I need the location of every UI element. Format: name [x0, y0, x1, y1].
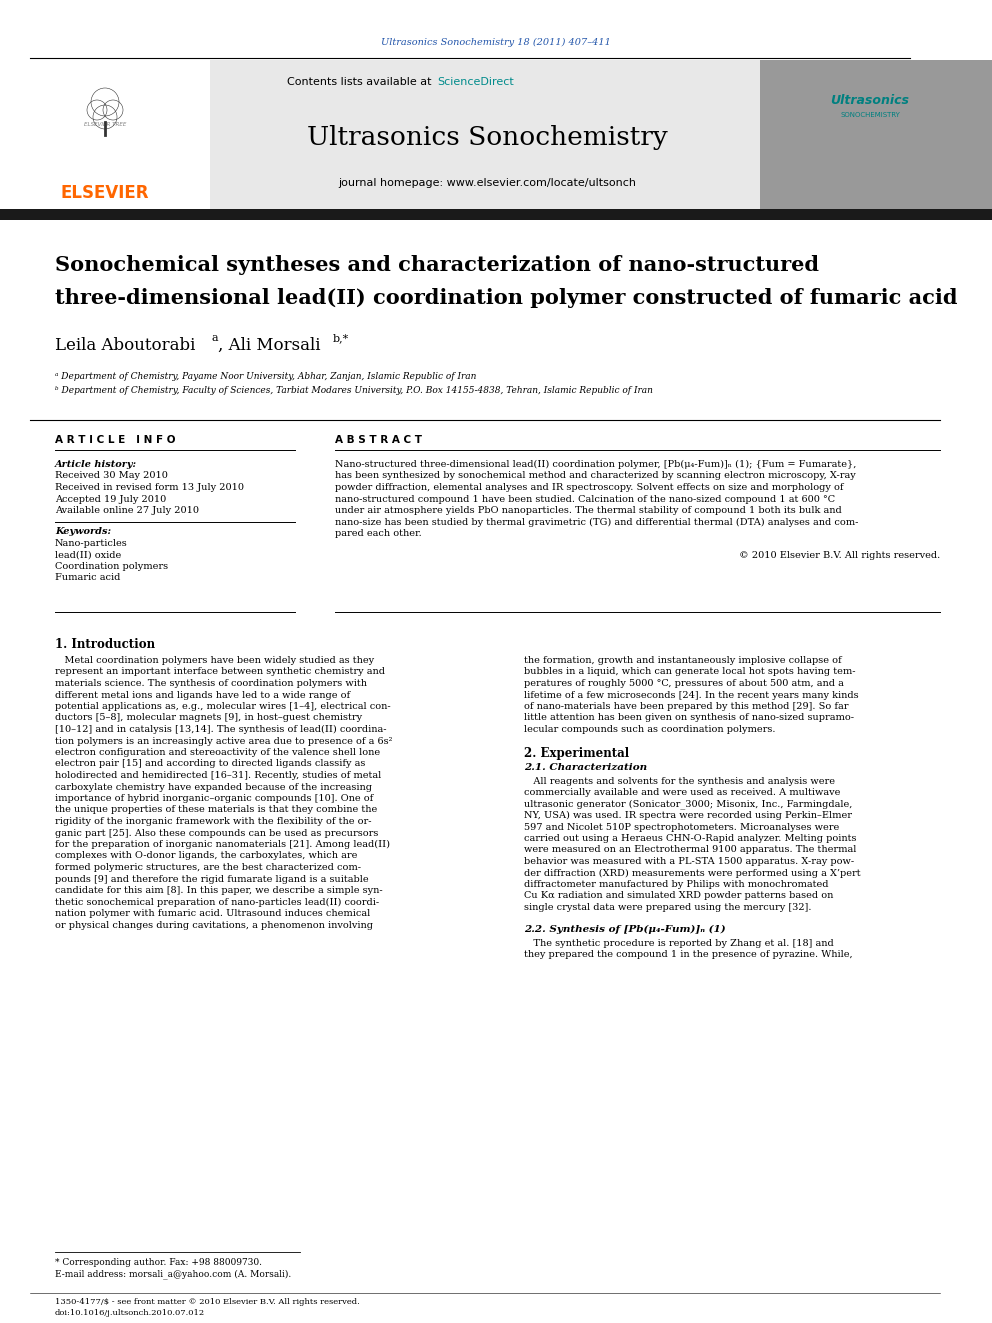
Text: NY, USA) was used. IR spectra were recorded using Perkin–Elmer: NY, USA) was used. IR spectra were recor…	[524, 811, 852, 820]
Text: Received in revised form 13 July 2010: Received in revised form 13 July 2010	[55, 483, 244, 492]
Text: Ultrasonics Sonochemistry 18 (2011) 407–411: Ultrasonics Sonochemistry 18 (2011) 407–…	[381, 37, 611, 46]
Text: Keywords:: Keywords:	[55, 528, 111, 537]
Text: ELSEVIER: ELSEVIER	[61, 184, 149, 202]
Text: Sonochemical syntheses and characterization of nano-structured: Sonochemical syntheses and characterizat…	[55, 255, 819, 275]
Text: nano-size has been studied by thermal gravimetric (TG) and differential thermal : nano-size has been studied by thermal gr…	[335, 517, 858, 527]
Text: ELSEVIER TREE: ELSEVIER TREE	[83, 123, 126, 127]
Text: pounds [9] and therefore the rigid fumarate ligand is a suitable: pounds [9] and therefore the rigid fumar…	[55, 875, 369, 884]
Text: complexes with O-donor ligands, the carboxylates, which are: complexes with O-donor ligands, the carb…	[55, 852, 357, 860]
Text: Received 30 May 2010: Received 30 May 2010	[55, 471, 168, 480]
Text: or physical changes during cavitations, a phenomenon involving: or physical changes during cavitations, …	[55, 921, 373, 930]
Text: ᵇ Department of Chemistry, Faculty of Sciences, Tarbiat Modares University, P.O.: ᵇ Department of Chemistry, Faculty of Sc…	[55, 386, 653, 396]
Bar	[210, 60, 760, 210]
Text: materials science. The synthesis of coordination polymers with: materials science. The synthesis of coor…	[55, 679, 367, 688]
Text: Ultrasonics Sonochemistry: Ultrasonics Sonochemistry	[307, 126, 668, 151]
Text: lifetime of a few microseconds [24]. In the recent years many kinds: lifetime of a few microseconds [24]. In …	[524, 691, 859, 700]
Text: formed polymeric structures, are the best characterized com-: formed polymeric structures, are the bes…	[55, 863, 361, 872]
Text: candidate for this aim [8]. In this paper, we describe a simple syn-: candidate for this aim [8]. In this pape…	[55, 886, 383, 894]
Text: Fumaric acid: Fumaric acid	[55, 573, 120, 582]
Text: SONOCHEMISTRY: SONOCHEMISTRY	[840, 112, 900, 118]
Text: der diffraction (XRD) measurements were performed using a X’pert: der diffraction (XRD) measurements were …	[524, 868, 861, 877]
Text: 2.1. Characterization: 2.1. Characterization	[524, 762, 647, 771]
Text: Contents lists available at: Contents lists available at	[287, 77, 435, 87]
Text: 1. Introduction: 1. Introduction	[55, 638, 155, 651]
Text: * Corresponding author. Fax: +98 88009730.: * Corresponding author. Fax: +98 8800973…	[55, 1258, 262, 1267]
Text: holodirected and hemidirected [16–31]. Recently, studies of metal: holodirected and hemidirected [16–31]. R…	[55, 771, 381, 781]
Text: ultrasonic generator (Sonicator_3000; Misonix, Inc., Farmingdale,: ultrasonic generator (Sonicator_3000; Mi…	[524, 799, 852, 810]
Text: Nano-particles: Nano-particles	[55, 538, 128, 548]
Text: ganic part [25]. Also these compounds can be used as precursors: ganic part [25]. Also these compounds ca…	[55, 828, 378, 837]
Text: carboxylate chemistry have expanded because of the increasing: carboxylate chemistry have expanded beca…	[55, 782, 372, 791]
Bar	[0, 209, 992, 220]
Text: 597 and Nicolet 510P spectrophotometers. Microanalyses were: 597 and Nicolet 510P spectrophotometers.…	[524, 823, 839, 831]
Text: nano-structured compound 1 have been studied. Calcination of the nano-sized comp: nano-structured compound 1 have been stu…	[335, 495, 835, 504]
Text: Accepted 19 July 2010: Accepted 19 July 2010	[55, 495, 167, 504]
Text: the unique properties of these materials is that they combine the: the unique properties of these materials…	[55, 806, 377, 815]
Text: 1350-4177/$ - see front matter © 2010 Elsevier B.V. All rights reserved.: 1350-4177/$ - see front matter © 2010 El…	[55, 1298, 360, 1306]
Text: ductors [5–8], molecular magnets [9], in host–guest chemistry: ductors [5–8], molecular magnets [9], in…	[55, 713, 362, 722]
Text: diffractometer manufactured by Philips with monochromated: diffractometer manufactured by Philips w…	[524, 880, 828, 889]
Text: bubbles in a liquid, which can generate local hot spots having tem-: bubbles in a liquid, which can generate …	[524, 668, 855, 676]
Text: were measured on an Electrothermal 9100 apparatus. The thermal: were measured on an Electrothermal 9100 …	[524, 845, 856, 855]
Text: ScienceDirect: ScienceDirect	[437, 77, 514, 87]
Text: for the preparation of inorganic nanomaterials [21]. Among lead(II): for the preparation of inorganic nanomat…	[55, 840, 390, 849]
Text: behavior was measured with a PL-STA 1500 apparatus. X-ray pow-: behavior was measured with a PL-STA 1500…	[524, 857, 854, 867]
Bar	[0, 60, 210, 210]
Text: Coordination polymers: Coordination polymers	[55, 562, 168, 572]
Text: importance of hybrid inorganic–organic compounds [10]. One of: importance of hybrid inorganic–organic c…	[55, 794, 373, 803]
Text: , Ali Morsali: , Ali Morsali	[218, 337, 320, 355]
Text: electron pair [15] and according to directed ligands classify as: electron pair [15] and according to dire…	[55, 759, 365, 769]
Text: carried out using a Heraeus CHN-O-Rapid analyzer. Melting points: carried out using a Heraeus CHN-O-Rapid …	[524, 833, 856, 843]
Text: journal homepage: www.elsevier.com/locate/ultsonch: journal homepage: www.elsevier.com/locat…	[338, 179, 636, 188]
Text: different metal ions and ligands have led to a wide range of: different metal ions and ligands have le…	[55, 691, 350, 700]
Text: they prepared the compound 1 in the presence of pyrazine. While,: they prepared the compound 1 in the pres…	[524, 950, 853, 959]
Text: Leila Aboutorabi: Leila Aboutorabi	[55, 337, 195, 355]
Text: Cu Kα radiation and simulated XRD powder patterns based on: Cu Kα radiation and simulated XRD powder…	[524, 892, 833, 901]
Text: the formation, growth and instantaneously implosive collapse of: the formation, growth and instantaneousl…	[524, 656, 841, 665]
Text: under air atmosphere yields PbO nanoparticles. The thermal stability of compound: under air atmosphere yields PbO nanopart…	[335, 505, 842, 515]
Text: rigidity of the inorganic framework with the flexibility of the or-: rigidity of the inorganic framework with…	[55, 818, 371, 826]
Text: 2.2. Synthesis of [Pb(μ₄-Fum)]ₙ (1): 2.2. Synthesis of [Pb(μ₄-Fum)]ₙ (1)	[524, 925, 725, 934]
Text: © 2010 Elsevier B.V. All rights reserved.: © 2010 Elsevier B.V. All rights reserved…	[739, 550, 940, 560]
Text: All reagents and solvents for the synthesis and analysis were: All reagents and solvents for the synthe…	[524, 777, 835, 786]
Text: lead(II) oxide: lead(II) oxide	[55, 550, 121, 560]
Text: has been synthesized by sonochemical method and characterized by scanning electr: has been synthesized by sonochemical met…	[335, 471, 856, 480]
Text: potential applications as, e.g., molecular wires [1–4], electrical con-: potential applications as, e.g., molecul…	[55, 703, 391, 710]
Text: little attention has been given on synthesis of nano-sized supramo-: little attention has been given on synth…	[524, 713, 854, 722]
Text: pared each other.: pared each other.	[335, 529, 422, 538]
Text: Ultrasonics: Ultrasonics	[830, 94, 910, 106]
Text: [10–12] and in catalysis [13,14]. The synthesis of lead(II) coordina-: [10–12] and in catalysis [13,14]. The sy…	[55, 725, 387, 734]
Text: Metal coordination polymers have been widely studied as they: Metal coordination polymers have been wi…	[55, 656, 374, 665]
Text: 2. Experimental: 2. Experimental	[524, 746, 629, 759]
Text: tion polymers is an increasingly active area due to presence of a 6s²: tion polymers is an increasingly active …	[55, 737, 393, 745]
Text: A R T I C L E   I N F O: A R T I C L E I N F O	[55, 435, 176, 445]
Text: b,*: b,*	[333, 333, 349, 343]
Text: represent an important interface between synthetic chemistry and: represent an important interface between…	[55, 668, 385, 676]
Text: electron configuration and stereoactivity of the valence shell lone: electron configuration and stereoactivit…	[55, 747, 380, 757]
Text: powder diffraction, elemental analyses and IR spectroscopy. Solvent effects on s: powder diffraction, elemental analyses a…	[335, 483, 843, 492]
Text: nation polymer with fumaric acid. Ultrasound induces chemical: nation polymer with fumaric acid. Ultras…	[55, 909, 370, 918]
Text: peratures of roughly 5000 °C, pressures of about 500 atm, and a: peratures of roughly 5000 °C, pressures …	[524, 679, 844, 688]
Text: of nano-materials have been prepared by this method [29]. So far: of nano-materials have been prepared by …	[524, 703, 848, 710]
Text: three-dimensional lead(II) coordination polymer constructed of fumaric acid: three-dimensional lead(II) coordination …	[55, 288, 957, 308]
Text: lecular compounds such as coordination polymers.: lecular compounds such as coordination p…	[524, 725, 776, 734]
Bar	[760, 60, 992, 210]
Text: doi:10.1016/j.ultsonch.2010.07.012: doi:10.1016/j.ultsonch.2010.07.012	[55, 1308, 205, 1316]
Text: commercially available and were used as received. A multiwave: commercially available and were used as …	[524, 789, 840, 796]
Text: E-mail address: morsali_a@yahoo.com (A. Morsali).: E-mail address: morsali_a@yahoo.com (A. …	[55, 1269, 292, 1279]
Text: Available online 27 July 2010: Available online 27 July 2010	[55, 505, 199, 515]
Text: A B S T R A C T: A B S T R A C T	[335, 435, 422, 445]
Text: Article history:: Article history:	[55, 460, 137, 468]
Text: a: a	[211, 333, 217, 343]
Text: thetic sonochemical preparation of nano-particles lead(II) coordi-: thetic sonochemical preparation of nano-…	[55, 897, 379, 906]
Text: Nano-structured three-dimensional lead(II) coordination polymer, [Pb(μ₄-Fum)]ₙ (: Nano-structured three-dimensional lead(I…	[335, 460, 856, 470]
Text: single crystal data were prepared using the mercury [32].: single crystal data were prepared using …	[524, 904, 811, 912]
Text: ᵃ Department of Chemistry, Payame Noor University, Abhar, Zanjan, Islamic Republ: ᵃ Department of Chemistry, Payame Noor U…	[55, 372, 476, 381]
Text: The synthetic procedure is reported by Zhang et al. [18] and: The synthetic procedure is reported by Z…	[524, 938, 833, 947]
